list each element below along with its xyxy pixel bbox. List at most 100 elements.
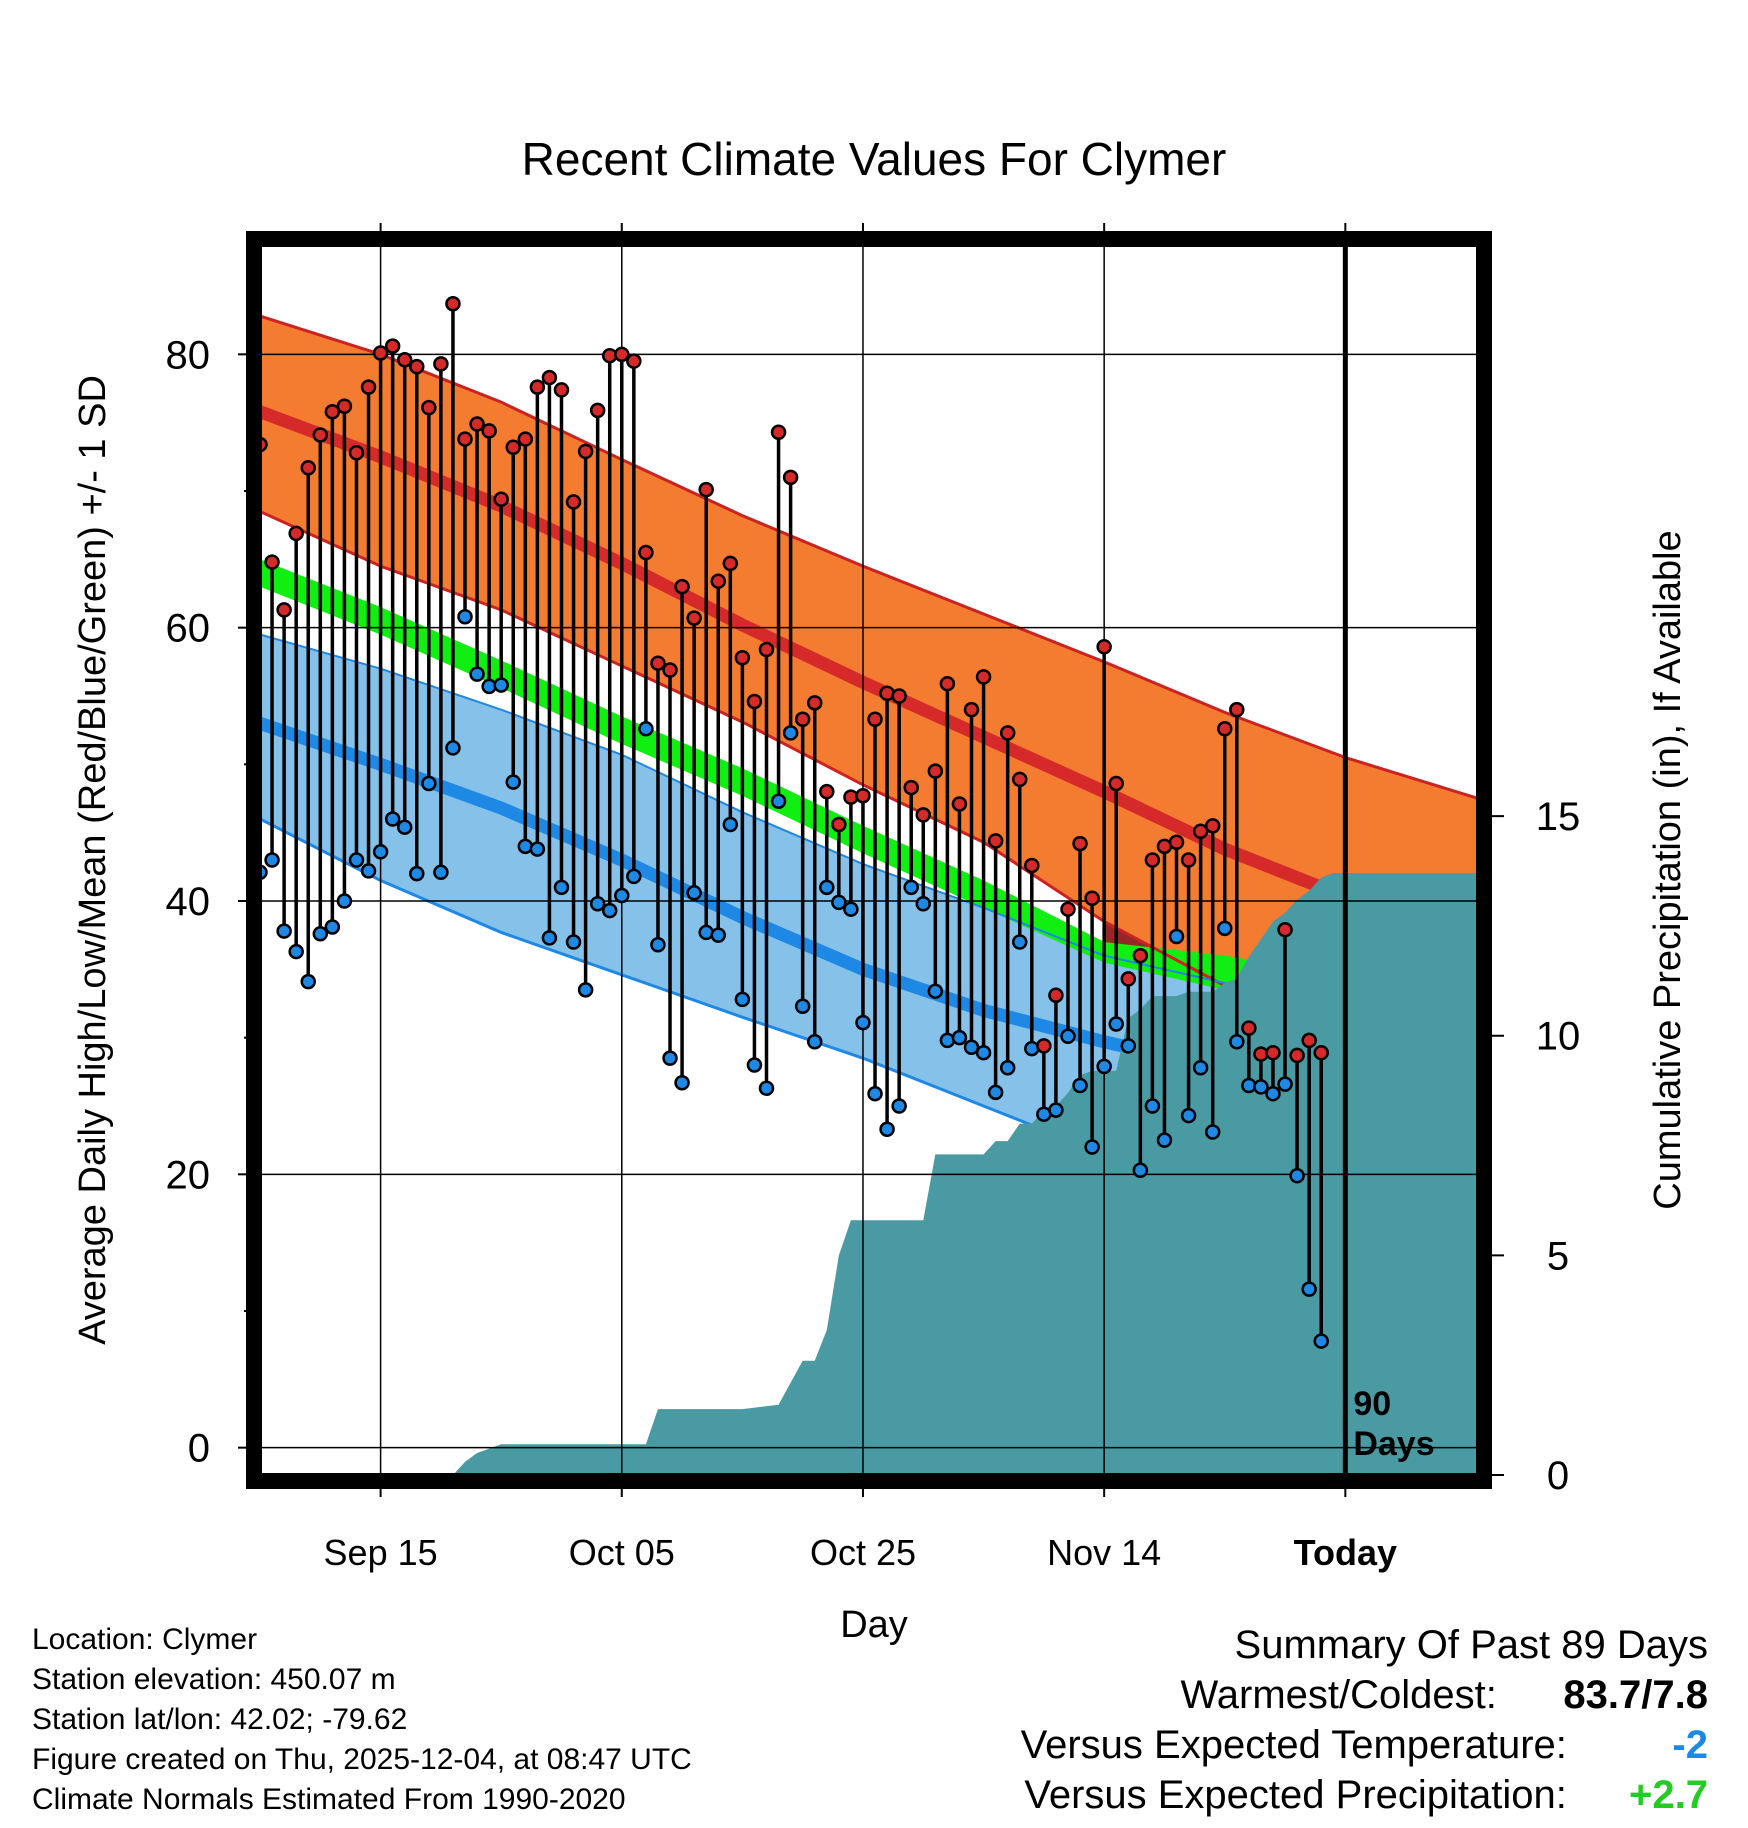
obs-low-point: [1265, 1085, 1281, 1102]
obs-low-point: [662, 1050, 678, 1066]
obs-low-point: [493, 677, 509, 693]
obs-low-point: [553, 879, 570, 896]
obs-low-point: [1072, 1077, 1088, 1094]
y2-tick-label: 15: [1536, 795, 1581, 839]
obs-high-point: [1277, 921, 1293, 938]
obs-low-point: [384, 811, 401, 827]
obs-low-point: [794, 998, 811, 1014]
obs-low-point: [1301, 1281, 1317, 1297]
obs-low-point: [264, 852, 280, 868]
obs-low-point: [348, 852, 365, 868]
obs-low-point: [963, 1039, 980, 1055]
obs-high-point: [1229, 701, 1245, 718]
x-tick-label: Nov 14: [1047, 1532, 1161, 1573]
obs-high-point: [1192, 823, 1209, 840]
obs-low-point: [396, 819, 413, 835]
obs-high-point: [674, 578, 690, 595]
obs-high-point: [999, 725, 1016, 741]
obs-high-point: [819, 783, 835, 800]
obs-high-point: [565, 494, 582, 510]
obs-low-point: [1313, 1333, 1329, 1349]
obs-high-point: [529, 379, 546, 395]
obs-high-point: [626, 353, 642, 369]
obs-low-point: [999, 1059, 1016, 1076]
obs-low-point: [626, 868, 642, 885]
obs-low-point: [686, 885, 702, 901]
obs-low-point: [927, 983, 944, 999]
obs-high-point: [1289, 1047, 1305, 1064]
obs-low-point: [1132, 1162, 1149, 1178]
latlon-text: Station lat/lon: 42.02; -79.62: [32, 1703, 408, 1736]
obs-high-point: [891, 688, 907, 704]
obs-high-point: [1204, 818, 1221, 834]
location-text: Location: Clymer: [32, 1623, 258, 1656]
chart-title: Recent Climate Values For Clymer: [522, 133, 1227, 185]
y-tick-label: 0: [188, 1427, 210, 1471]
obs-low-point: [650, 936, 666, 953]
obs-low-point: [915, 895, 932, 912]
obs-low-point: [1084, 1139, 1100, 1155]
obs-high-point: [1313, 1044, 1329, 1061]
obs-low-point: [288, 943, 304, 960]
obs-high-point: [794, 711, 811, 727]
obs-low-point: [1060, 1028, 1076, 1045]
today-days-number: 90: [1353, 1385, 1391, 1423]
obs-low-point: [1011, 934, 1028, 950]
high-sd-band: [260, 316, 1478, 1072]
obs-high-point: [505, 439, 521, 456]
obs-high-point: [698, 481, 714, 498]
obs-low-point: [300, 973, 316, 990]
obs-high-point: [336, 398, 353, 415]
obs-high-point: [589, 402, 606, 419]
obs-high-point: [1096, 639, 1112, 655]
obs-high-point: [348, 444, 365, 461]
summary-panel: Summary Of Past 89 Days Warmest/Coldest:…: [1021, 1620, 1708, 1820]
obs-high-point: [577, 443, 594, 460]
obs-high-point: [758, 641, 775, 658]
obs-high-point: [867, 711, 883, 727]
obs-low-point: [1204, 1124, 1221, 1140]
obs-low-point: [312, 926, 329, 942]
obs-high-point: [1132, 947, 1149, 964]
obs-high-point: [806, 695, 823, 711]
y2-tick-label: 10: [1536, 1015, 1581, 1059]
obs-high-point: [614, 346, 630, 363]
obs-low-point: [614, 887, 630, 904]
temp-value: -2: [1672, 1723, 1708, 1767]
obs-high-point: [1048, 987, 1064, 1004]
obs-low-point: [1048, 1102, 1064, 1118]
obs-low-point: [770, 793, 787, 809]
obs-low-point: [360, 863, 377, 879]
obs-low-point: [855, 1014, 871, 1031]
obs-high-point: [469, 416, 485, 432]
x-tick-label: Oct 25: [810, 1532, 916, 1573]
obs-high-point: [1072, 835, 1088, 852]
obs-low-point: [638, 721, 654, 737]
obs-low-point: [951, 1029, 968, 1046]
obs-high-point: [493, 491, 509, 507]
obs-high-point: [1241, 1020, 1257, 1036]
obs-low-point: [722, 816, 739, 833]
y2-axis-label: Cumulative Precipitation (in), If Availa…: [1647, 530, 1689, 1209]
obs-low-point: [831, 894, 847, 911]
x-axis-label: Day: [840, 1604, 908, 1646]
summary-title: Summary Of Past 89 Days: [1234, 1623, 1708, 1667]
obs-high-point: [975, 669, 992, 685]
obs-low-point: [1253, 1079, 1269, 1095]
obs-high-point: [903, 779, 919, 796]
obs-high-point: [686, 610, 702, 626]
obs-low-point: [806, 1034, 823, 1050]
obs-high-point: [457, 431, 473, 447]
obs-low-point: [1229, 1034, 1245, 1050]
obs-low-point: [1096, 1058, 1112, 1075]
y-tick-label: 60: [166, 607, 211, 651]
obs-high-point: [445, 296, 461, 312]
warm-cold-row: Warmest/Coldest: 83.7/7.8: [1021, 1670, 1709, 1720]
plot-frame: [246, 231, 1492, 1489]
obs-high-point: [324, 403, 341, 420]
obs-high-point: [517, 431, 534, 447]
obs-high-point: [1265, 1044, 1281, 1061]
obs-low-point: [445, 740, 461, 756]
obs-high-point: [638, 544, 654, 561]
